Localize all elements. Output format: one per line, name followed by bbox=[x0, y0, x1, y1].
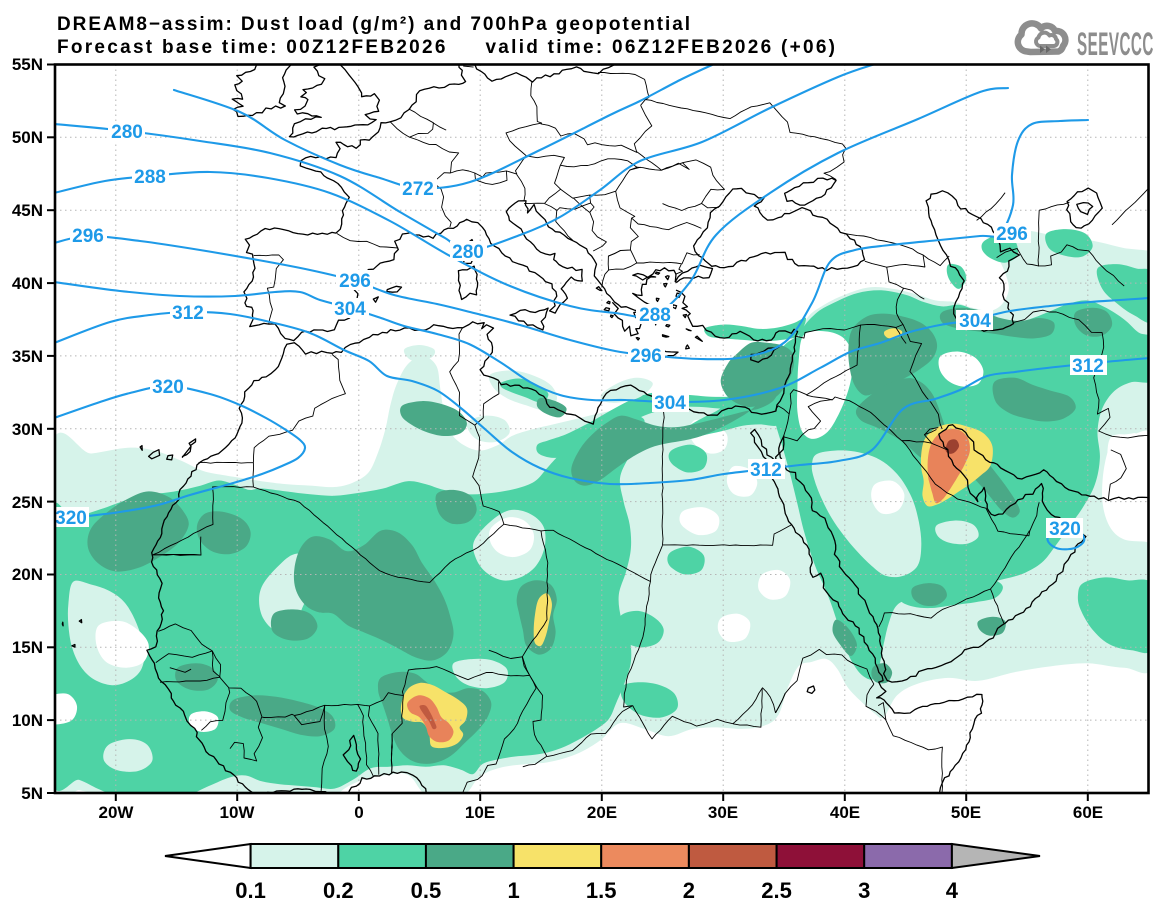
svg-text:50E: 50E bbox=[951, 803, 981, 822]
svg-text:0.2: 0.2 bbox=[323, 878, 354, 903]
svg-text:55N: 55N bbox=[12, 55, 43, 74]
svg-text:3: 3 bbox=[858, 878, 870, 903]
svg-text:312: 312 bbox=[750, 460, 782, 481]
svg-text:288: 288 bbox=[639, 305, 671, 326]
svg-text:304: 304 bbox=[654, 393, 686, 414]
svg-text:296: 296 bbox=[996, 224, 1028, 245]
svg-text:320: 320 bbox=[55, 508, 87, 529]
svg-text:0: 0 bbox=[354, 803, 363, 822]
svg-text:272: 272 bbox=[402, 179, 434, 200]
svg-text:20W: 20W bbox=[99, 803, 135, 822]
svg-text:296: 296 bbox=[339, 271, 371, 292]
svg-text:40E: 40E bbox=[830, 803, 860, 822]
svg-text:320: 320 bbox=[1049, 519, 1081, 540]
svg-text:312: 312 bbox=[1072, 356, 1104, 377]
svg-text:45N: 45N bbox=[12, 201, 43, 220]
svg-text:60E: 60E bbox=[1073, 803, 1103, 822]
svg-text:10N: 10N bbox=[12, 711, 43, 730]
svg-text:50N: 50N bbox=[12, 128, 43, 147]
svg-text:10E: 10E bbox=[465, 803, 495, 822]
svg-text:304: 304 bbox=[959, 311, 991, 332]
svg-text:20E: 20E bbox=[587, 803, 617, 822]
svg-text:304: 304 bbox=[334, 299, 366, 320]
svg-text:296: 296 bbox=[630, 346, 662, 367]
svg-text:SEEVCCC: SEEVCCC bbox=[1077, 27, 1154, 63]
svg-text:0.1: 0.1 bbox=[235, 878, 266, 903]
svg-text:10W: 10W bbox=[220, 803, 256, 822]
svg-text:40N: 40N bbox=[12, 274, 43, 293]
svg-text:15N: 15N bbox=[12, 638, 43, 657]
svg-text:296: 296 bbox=[72, 226, 104, 247]
svg-text:312: 312 bbox=[172, 303, 204, 324]
svg-text:1.5: 1.5 bbox=[586, 878, 617, 903]
svg-text:4: 4 bbox=[946, 878, 959, 903]
svg-text:280: 280 bbox=[452, 242, 484, 263]
svg-text:280: 280 bbox=[111, 122, 143, 143]
svg-text:35N: 35N bbox=[12, 347, 43, 366]
svg-text:0.5: 0.5 bbox=[411, 878, 442, 903]
svg-text:2.5: 2.5 bbox=[761, 878, 792, 903]
svg-text:2: 2 bbox=[683, 878, 695, 903]
svg-text:288: 288 bbox=[134, 167, 166, 188]
svg-text:30E: 30E bbox=[708, 803, 738, 822]
svg-text:20N: 20N bbox=[12, 565, 43, 584]
svg-text:5N: 5N bbox=[21, 784, 43, 803]
svg-text:30N: 30N bbox=[12, 420, 43, 439]
svg-text:DREAM8−assim: Dust load (g/m²): DREAM8−assim: Dust load (g/m²) and 700hP… bbox=[57, 14, 690, 35]
svg-text:25N: 25N bbox=[12, 493, 43, 512]
svg-text:320: 320 bbox=[152, 377, 184, 398]
svg-text:1: 1 bbox=[507, 878, 519, 903]
